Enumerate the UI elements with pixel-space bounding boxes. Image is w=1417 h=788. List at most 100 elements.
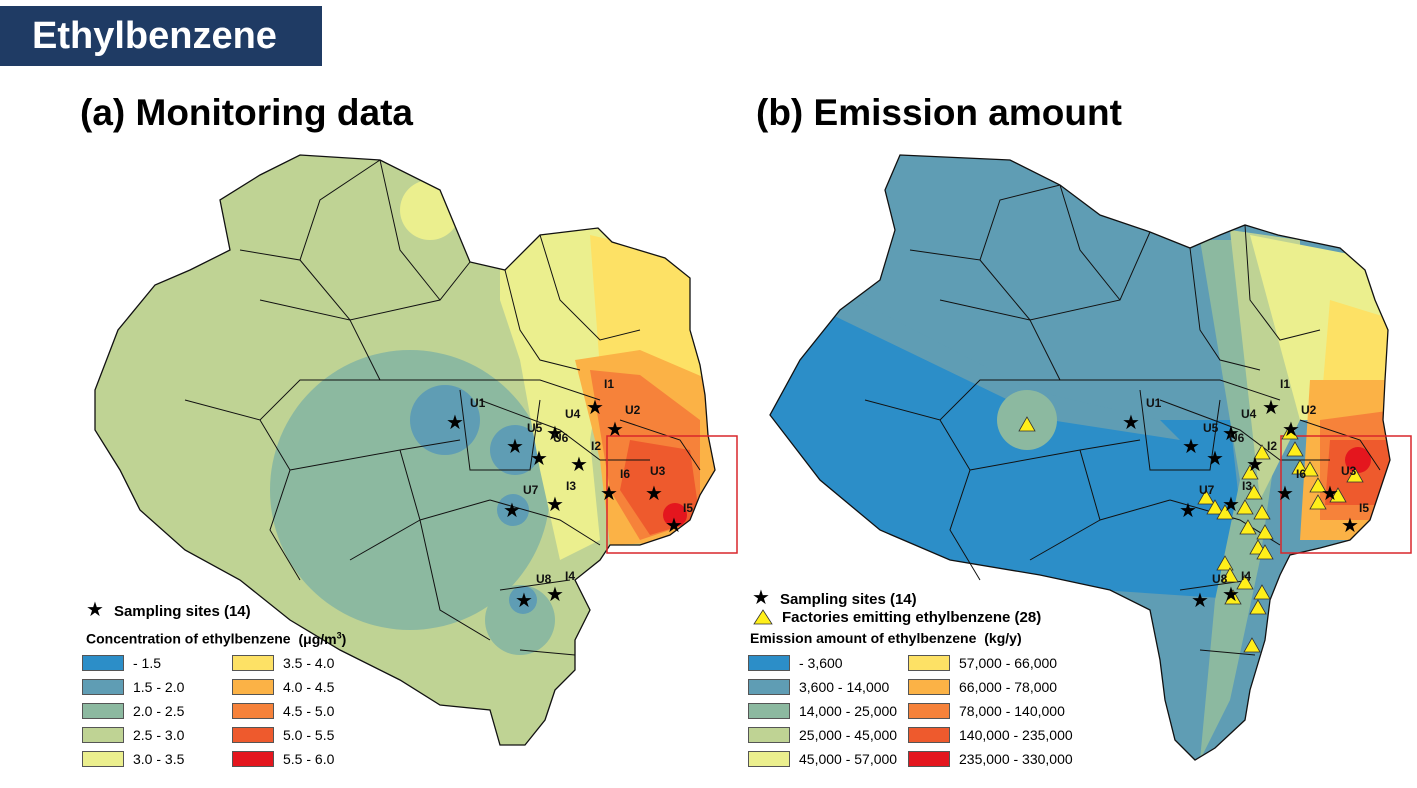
site-star: ★ [606,417,624,441]
legend-bin-label: 5.5 - 6.0 [283,751,335,767]
legend-swatch [908,703,950,719]
banner-title: Ethylbenzene [0,6,322,66]
legend-bin-label: 4.0 - 4.5 [283,679,335,695]
legend-bin: 3.5 - 4.0 [232,654,334,672]
legend-bin: 2.0 - 2.5 [82,702,184,720]
boundaries-b [864,184,1381,656]
site-star: ★ [1282,417,1300,441]
legend-swatch [82,655,124,671]
legend-bin-label: 45,000 - 57,000 [799,751,898,767]
site-label-i5: I5 [1359,501,1369,515]
factory-marker [1301,461,1319,477]
factory-marker [1197,489,1215,505]
factory-marker [1236,574,1254,590]
legend-bin: 14,000 - 25,000 [748,702,897,720]
legend-b-sites-label: Sampling sites (14) [779,591,917,608]
site-label-u5: U5 [527,421,543,435]
factory-marker [1253,444,1271,460]
factory-marker [1309,477,1327,493]
legend-bin: 4.0 - 4.5 [232,678,334,696]
factory-marker [1221,567,1239,583]
legend-bin-label: 25,000 - 45,000 [799,727,898,743]
legend-bin-label: 140,000 - 235,000 [959,727,1073,743]
legend-swatch [232,751,274,767]
legend-bin: 57,000 - 66,000 [908,654,1057,672]
site-star: ★ [1191,588,1209,612]
site-star: ★ [1246,452,1264,476]
legend-bin-label: 66,000 - 78,000 [959,679,1058,695]
site-label-u2: U2 [1301,403,1317,417]
legend-a-sites-label: Sampling sites (14) [113,603,251,620]
site-label-i1: I1 [604,377,614,391]
site-star: ★ [546,421,564,445]
legend-swatch [82,727,124,743]
legend-swatch [232,679,274,695]
star-icon: ★ [752,585,770,609]
legend-a-unit: (μg/m3) [298,630,347,647]
sampling-sites-a: ★ ★ ★ ★ ★ ★ ★ ★ ★ ★ ★ ★ ★ ★ U1 U2 U3 U4 … [446,377,693,612]
site-label-u3: U3 [1341,464,1357,478]
factory-marker [1346,467,1364,483]
factory-marker [1309,494,1327,510]
legend-b-title-text: Emission amount of ethylbenzene [750,630,977,646]
legend-swatch [232,703,274,719]
factory-marker [1253,504,1271,520]
legend-bin: 2.5 - 3.0 [82,726,184,744]
factory-marker [1224,589,1242,605]
site-label-i3: I3 [566,479,576,493]
site-star: ★ [1206,446,1224,470]
legend-bin-label: 2.5 - 3.0 [133,727,185,743]
site-star: ★ [546,582,564,606]
legend-bin: 235,000 - 330,000 [908,750,1073,768]
site-label-u8: U8 [1212,572,1228,586]
site-label-i2: I2 [1267,439,1277,453]
legend-bin-label: 3.5 - 4.0 [283,655,335,671]
site-star: ★ [665,513,683,537]
legend-swatch [232,655,274,671]
site-label-u1: U1 [470,396,486,410]
legend-swatch [232,727,274,743]
factory-markers [1018,416,1364,653]
site-star: ★ [1262,395,1280,419]
legend-b-factories: Factories emitting ethylbenzene (28) [752,608,1041,626]
concentration-surface [95,155,715,745]
factory-marker [1329,487,1347,503]
site-star: ★ [1122,410,1140,434]
factory-marker [1216,555,1234,571]
factory-marker [1253,584,1271,600]
site-label-u7: U7 [523,483,539,497]
legend-swatch [908,679,950,695]
legend-b-sites: ★ Sampling sites (14) [752,585,917,609]
boundaries-a [184,159,701,656]
site-label-u3: U3 [650,464,666,478]
legend-bin-label: - 1.5 [133,655,162,671]
legend-swatch [82,679,124,695]
factory-marker [1281,424,1299,440]
factory-marker [1256,544,1274,560]
site-star: ★ [600,481,618,505]
triangle-icon [753,609,773,625]
legend-bin: 5.0 - 5.5 [232,726,334,744]
legend-bin-label: 3.0 - 3.5 [133,751,185,767]
legend-bin: 5.5 - 6.0 [232,750,334,768]
factory-marker [1216,504,1234,520]
legend-swatch [908,727,950,743]
site-star: ★ [1222,421,1240,445]
factory-marker [1286,441,1304,457]
legend-b-factories-label: Factories emitting ethylbenzene (28) [782,608,1042,626]
site-star: ★ [645,481,663,505]
site-label-i4: I4 [1241,569,1251,583]
site-label-i1: I1 [1280,377,1290,391]
legend-bin: 3,600 - 14,000 [748,678,889,696]
site-label-u1: U1 [1146,396,1162,410]
factory-marker [1241,464,1259,480]
legend-swatch [82,703,124,719]
legend-b-title: Emission amount of ethylbenzene (kg/y) [750,630,1022,646]
site-label-i6: I6 [1296,467,1306,481]
sampling-sites-b: ★ ★ ★ ★ ★ ★ ★ ★ ★ ★ ★ ★ ★ ★ U1 U2 U3 U4 … [1122,377,1369,612]
factory-marker [1291,459,1309,475]
site-star: ★ [1341,513,1359,537]
legend-bin: 140,000 - 235,000 [908,726,1073,744]
legend-swatch [748,703,790,719]
legend-swatch [748,727,790,743]
